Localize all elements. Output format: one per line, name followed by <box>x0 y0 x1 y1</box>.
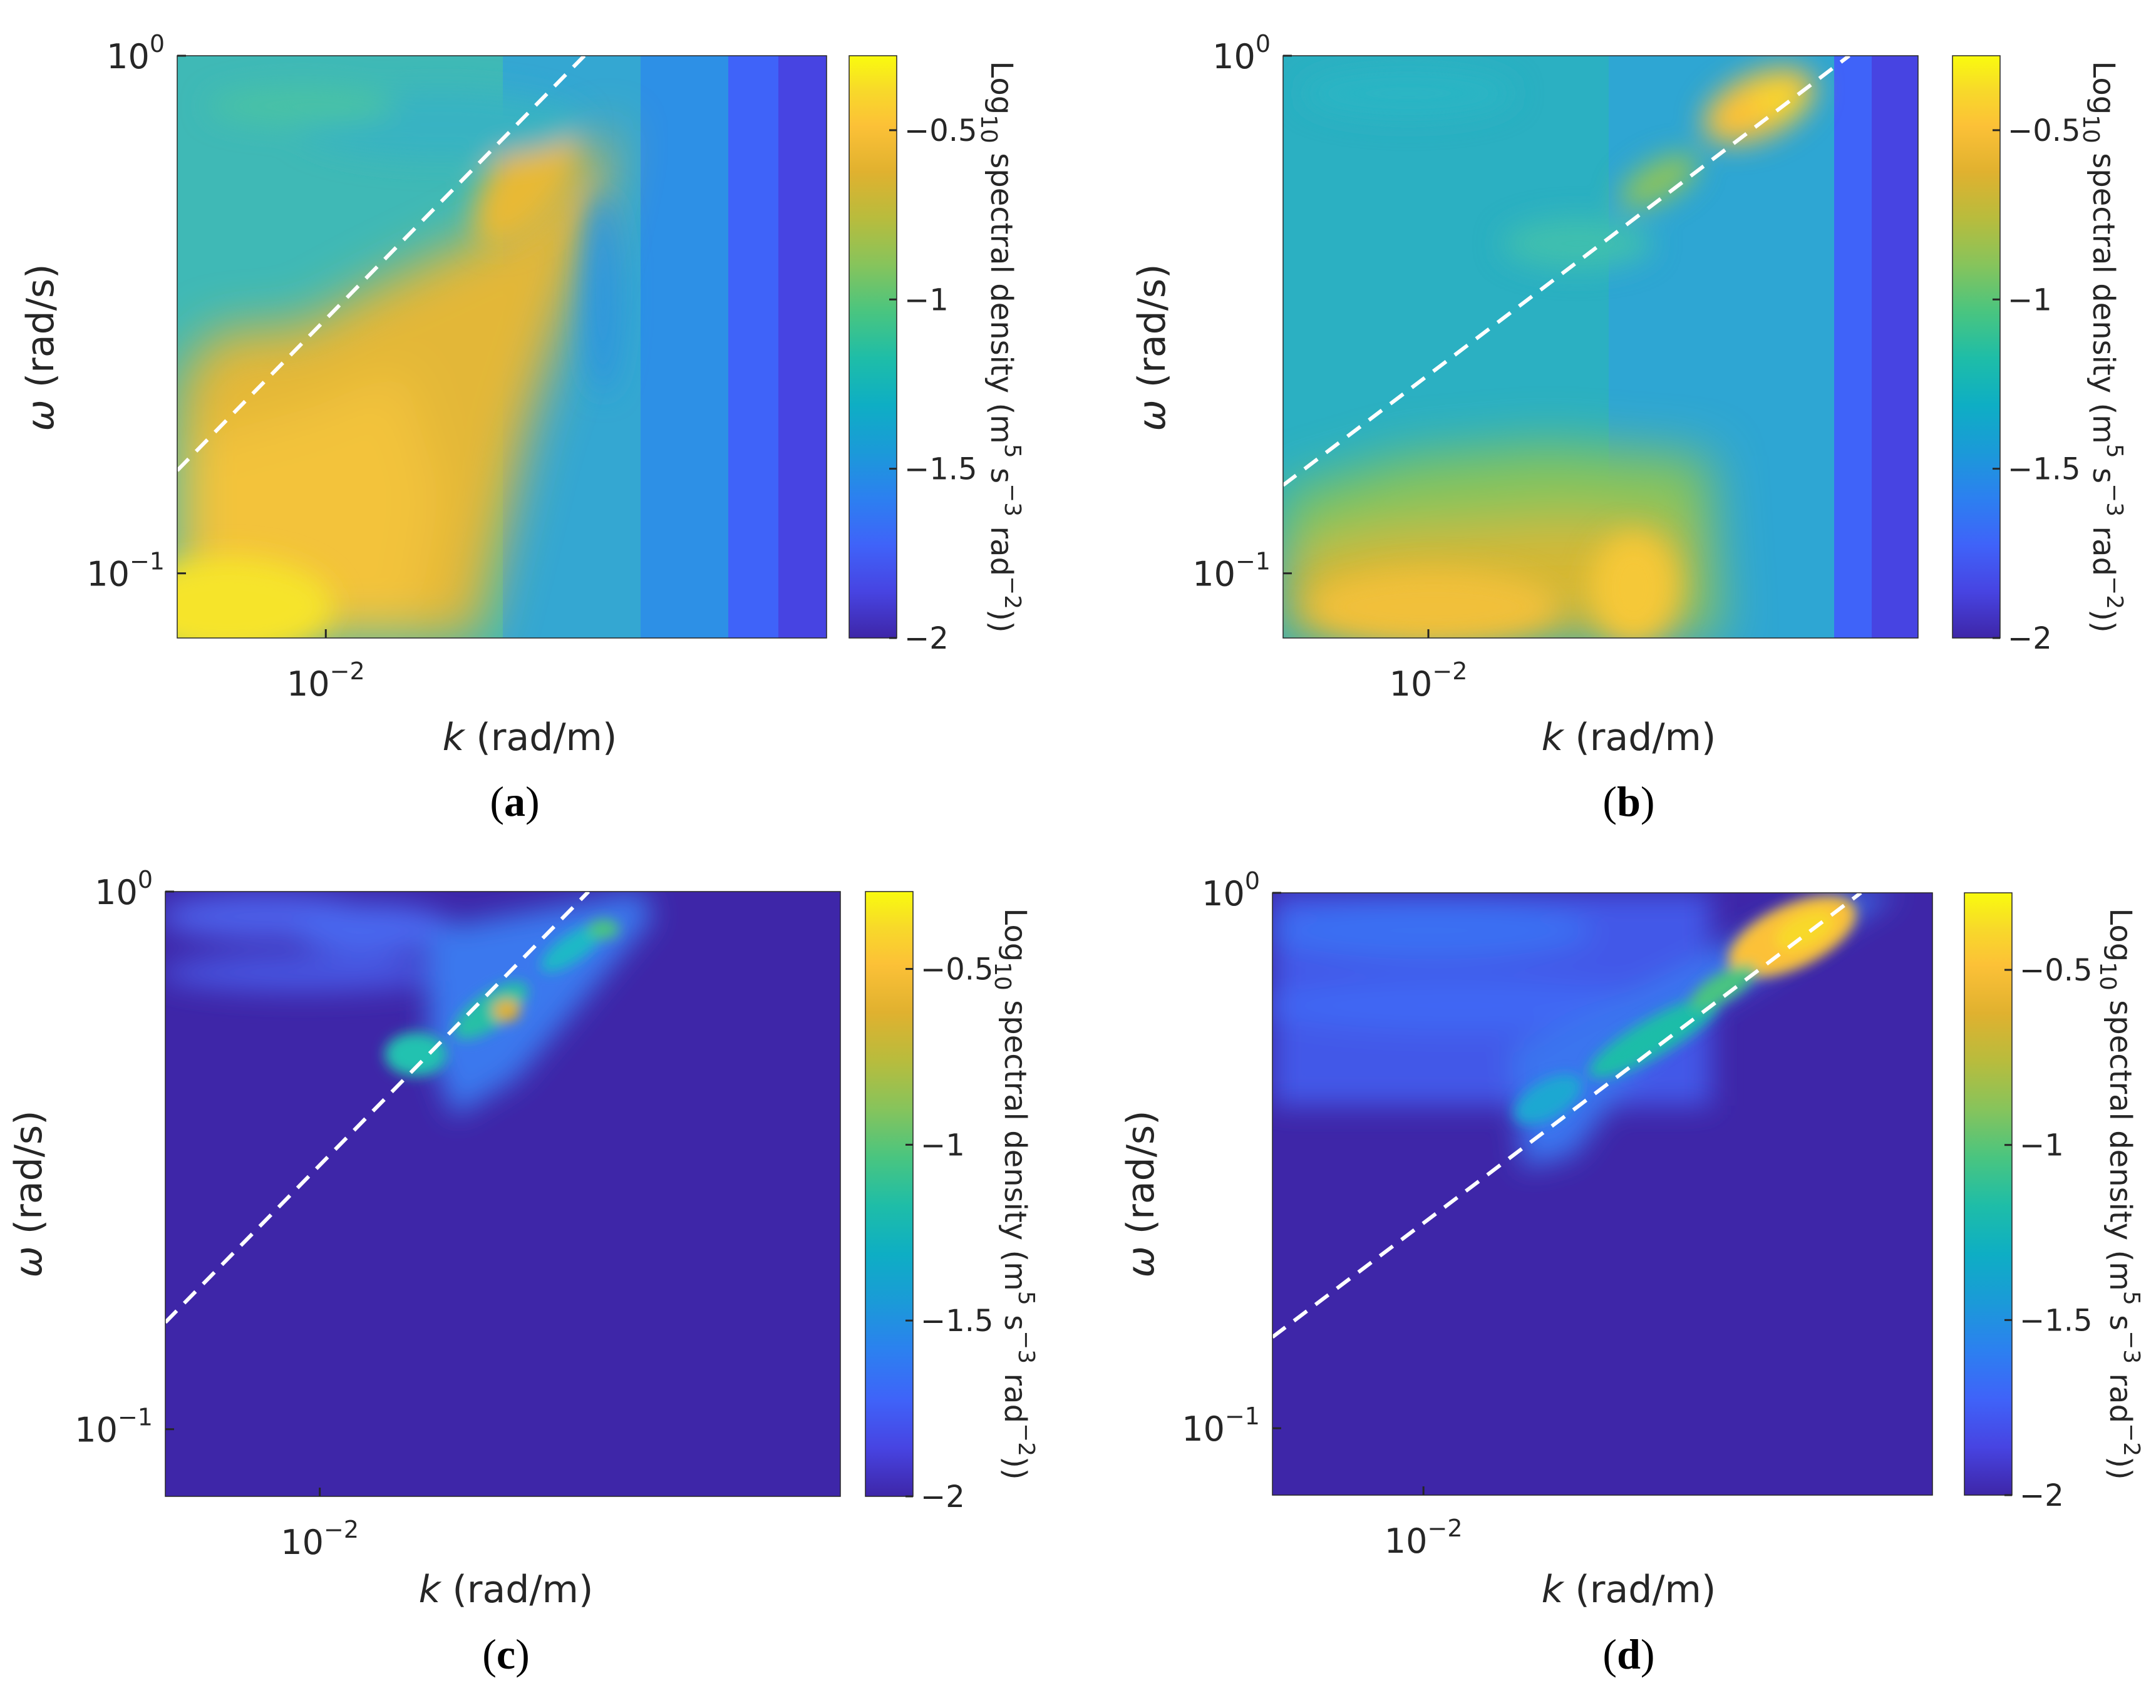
heatmap-c <box>159 892 840 1496</box>
y-axis-label-b: ω (rad/s) <box>1130 264 1174 431</box>
colorbar-tick-label-a: −2 <box>904 621 949 656</box>
heatmap-b <box>1283 53 1918 644</box>
y-tick-label-c: 10−1 <box>75 1404 153 1450</box>
dispersion-curve-d <box>1272 893 1862 1339</box>
panel-c: 10−2 100 10−1 k (rad/m) ω (rad/s) −0.5 −1 −1.5 −… <box>7 866 1039 1678</box>
colorbar-tick-label-c: −2 <box>921 1479 965 1515</box>
colorbar-tick-label-d: −0.5 <box>2019 953 2093 988</box>
colorbar-tick-label-c: −0.5 <box>921 952 994 987</box>
colorbar-tick-label-d: −1 <box>2019 1128 2064 1163</box>
colorbar-label-c: Log10 spectral density (m5 s−3 rad−2)) <box>989 908 1039 1479</box>
colorbar-tick-label-c: −1.5 <box>921 1304 994 1339</box>
colorbar-a <box>848 55 897 639</box>
heatmap-a <box>121 56 827 657</box>
colorbar-tick-label-c: −1 <box>921 1128 965 1163</box>
x-axis-label-a: k (rad/m) <box>443 716 617 759</box>
dispersion-curve-c <box>165 892 591 1324</box>
axes-frame-c <box>165 891 841 1497</box>
colorbar-d <box>1964 892 2013 1496</box>
colorbar-tick-label-a: −1.5 <box>904 452 977 487</box>
panel-caption-d: (d) <box>1602 1630 1654 1678</box>
colorbar-tick-label-a: −0.5 <box>904 113 977 148</box>
colorbar-c <box>865 891 914 1497</box>
y-tick-label-d: 10−1 <box>1182 1402 1260 1449</box>
colorbar-tick-label-d: −1.5 <box>2019 1303 2093 1338</box>
x-tick-label-c: 10−2 <box>281 1516 359 1562</box>
y-axis-label-d: ω (rad/s) <box>1119 1110 1163 1277</box>
axes-frame-b <box>1282 55 1919 639</box>
x-tick-label-a: 10−2 <box>287 657 365 704</box>
dispersion-curve-b <box>1283 56 1850 487</box>
panel-d: 10−2 100 10−1 k (rad/m) ω (rad/s) −0.5 −1 −1.5 −… <box>1119 867 2144 1678</box>
colorbar-tick-label-b: −2 <box>2008 621 2052 656</box>
dispersion-curve-a <box>177 56 586 472</box>
y-axis-label-c: ω (rad/s) <box>7 1110 51 1277</box>
colorbar-tick-label-a: −1 <box>904 282 949 317</box>
panel-caption-c: (c) <box>482 1630 530 1678</box>
y-tick-label-a: 10−1 <box>86 548 165 594</box>
colorbar-b <box>1952 55 2001 639</box>
x-axis-label-b: k (rad/m) <box>1542 716 1716 759</box>
x-axis-label-c: k (rad/m) <box>419 1568 594 1612</box>
colorbar-tick-label-b: −1.5 <box>2008 452 2081 487</box>
y-tick-label-c: 100 <box>95 866 153 912</box>
axes-frame-d <box>1272 892 1933 1496</box>
panel-caption-a: (a) <box>490 778 539 825</box>
x-tick-label-b: 10−2 <box>1390 657 1468 704</box>
panel-a: 10−2 100 10−1 k (rad/m) ω (rad/s) −0.5 −1 −1.5 −… <box>19 30 1025 825</box>
panel-b: 10−2 100 10−1 k (rad/m) ω (rad/s) −0.5 −1 −1.5 −… <box>1130 30 2127 825</box>
y-tick-label-b: 10−1 <box>1192 548 1271 594</box>
colorbar-label-d: Log10 spectral density (m5 s−3 rad−2)) <box>2095 908 2144 1479</box>
colorbar-tick-label-b: −0.5 <box>2008 113 2081 148</box>
x-tick-label-d: 10−2 <box>1385 1515 1463 1561</box>
heatmap-d <box>1260 879 1932 1495</box>
colorbar-tick-label-b: −1 <box>2008 282 2052 317</box>
x-axis-label-d: k (rad/m) <box>1542 1568 1716 1612</box>
y-tick-label-d: 100 <box>1202 867 1260 913</box>
y-tick-label-a: 100 <box>106 30 165 76</box>
panel-caption-b: (b) <box>1602 778 1654 825</box>
colorbar-label-a: Log10 spectral density (m5 s−3 rad−2)) <box>976 61 1025 632</box>
colorbar-label-b: Log10 spectral density (m5 s−3 rad−2)) <box>2078 61 2127 632</box>
axes-frame-a <box>177 55 827 639</box>
y-axis-label-a: ω (rad/s) <box>19 264 63 431</box>
y-tick-label-b: 100 <box>1212 30 1271 76</box>
colorbar-tick-label-d: −2 <box>2019 1478 2064 1513</box>
